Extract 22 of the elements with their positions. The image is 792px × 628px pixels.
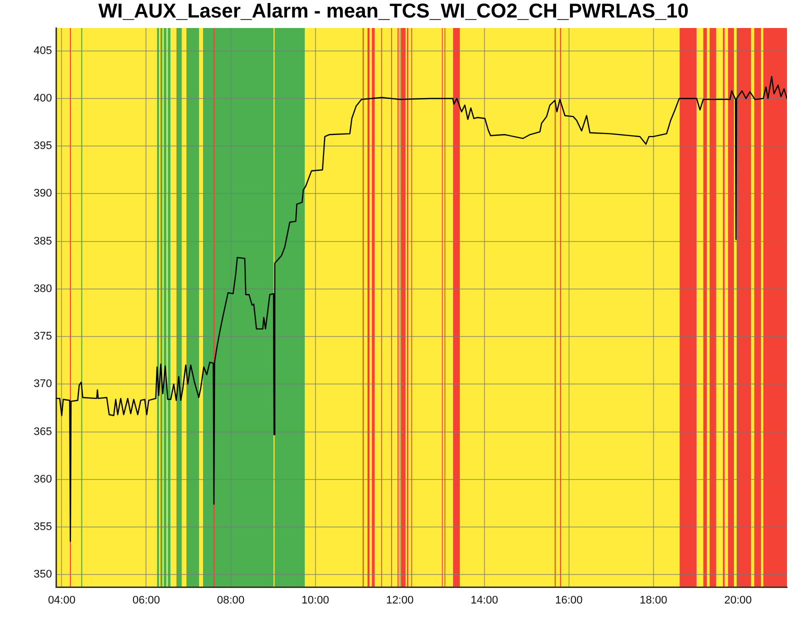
y-tick-label: 395 (34, 140, 52, 152)
x-tick-label: 14:00 (470, 594, 498, 607)
y-tick-label: 400 (34, 92, 52, 104)
y-tick-label: 380 (34, 282, 52, 295)
y-tick-label: 405 (34, 44, 52, 57)
x-tick-label: 10:00 (302, 594, 330, 607)
x-tick-label: 04:00 (48, 594, 76, 607)
x-tick-label: 12:00 (386, 594, 414, 607)
y-tick-label: 370 (34, 378, 52, 390)
y-tick-label: 390 (34, 188, 52, 200)
y-tick-label: 355 (34, 521, 52, 534)
x-tick-label: 08:00 (217, 594, 245, 607)
y-tick-label: 385 (34, 235, 52, 248)
x-tick-label: 18:00 (640, 594, 668, 607)
y-tick-label: 375 (34, 330, 52, 343)
y-tick-label: 365 (34, 426, 52, 438)
chart-title: WI_AUX_Laser_Alarm - mean_TCS_WI_CO2_CH_PWRLAS_10 (98, 0, 689, 23)
y-tick-label: 360 (34, 473, 52, 486)
x-tick-label: 16:00 (555, 594, 583, 607)
x-tick-label: 20:00 (724, 594, 752, 607)
y-tick-label: 350 (34, 568, 52, 581)
x-tick-label: 06:00 (132, 594, 160, 607)
